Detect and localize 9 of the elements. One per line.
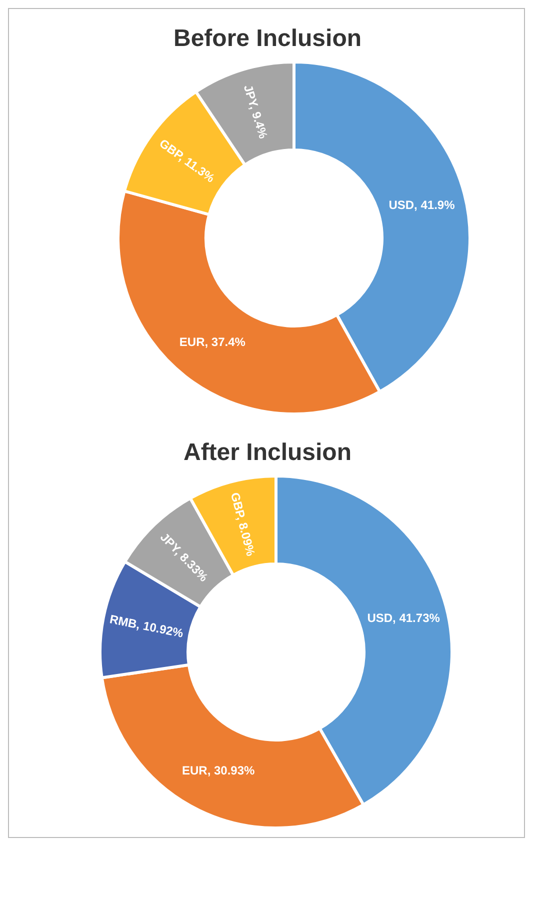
slice-label: EUR, 37.4% — [179, 334, 246, 349]
slice-label: GBP, 8.09% — [228, 490, 258, 558]
slice-label: USD, 41.73% — [367, 611, 440, 626]
slice-label: RMB, 10.92% — [108, 612, 185, 640]
chart-title: Before Inclusion — [172, 24, 363, 53]
slice-label: USD, 41.9% — [388, 198, 456, 212]
chart-title: After Inclusion — [182, 438, 352, 467]
slice-label: JPY, 9.4% — [240, 83, 270, 141]
slice-label: EUR, 30.93% — [182, 764, 256, 778]
